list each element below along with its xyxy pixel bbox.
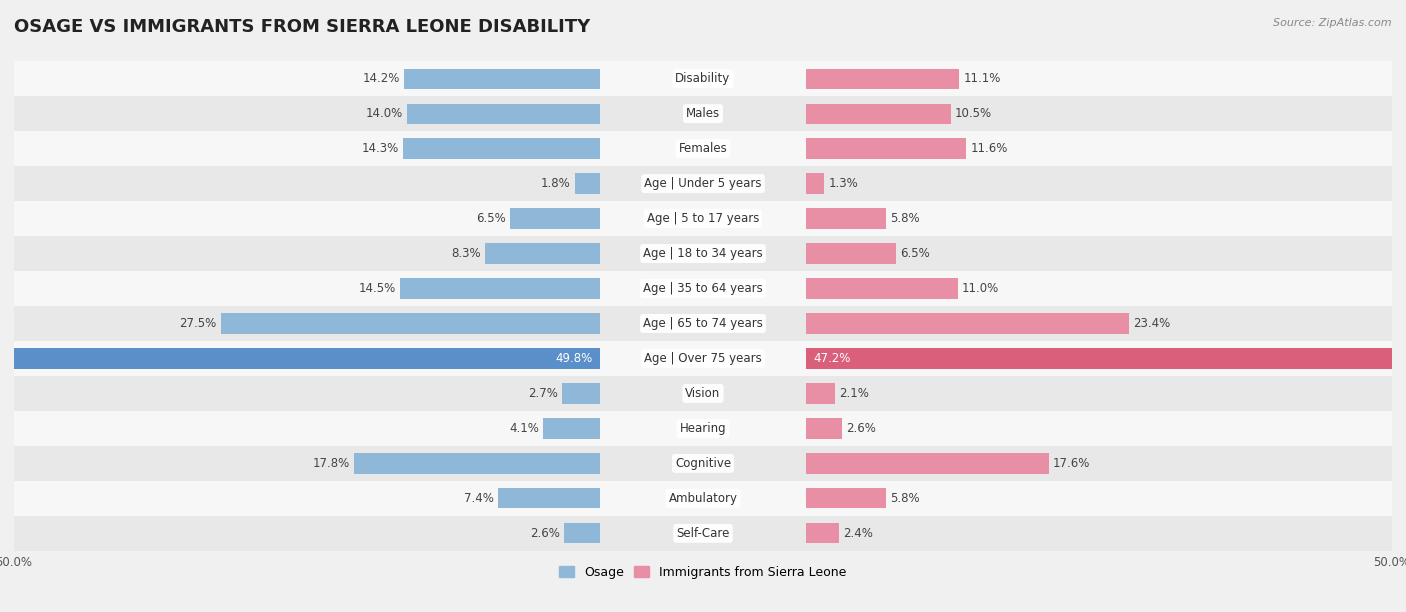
Text: Age | 5 to 17 years: Age | 5 to 17 years: [647, 212, 759, 225]
Text: 14.2%: 14.2%: [363, 72, 399, 85]
Bar: [807, 453, 1049, 474]
Bar: [14, 446, 1392, 481]
Bar: [807, 138, 966, 159]
Bar: [562, 383, 599, 403]
Bar: [14, 306, 1392, 341]
Text: 47.2%: 47.2%: [813, 352, 851, 365]
Bar: [575, 173, 599, 194]
Legend: Osage, Immigrants from Sierra Leone: Osage, Immigrants from Sierra Leone: [554, 561, 852, 584]
Bar: [510, 209, 599, 229]
Text: 6.5%: 6.5%: [477, 212, 506, 225]
Bar: [14, 166, 1392, 201]
Bar: [14, 96, 1392, 131]
Text: Females: Females: [679, 142, 727, 155]
Text: Age | 35 to 64 years: Age | 35 to 64 years: [643, 282, 763, 295]
Bar: [807, 418, 842, 439]
Bar: [807, 313, 1129, 334]
Bar: [807, 173, 824, 194]
Bar: [807, 103, 950, 124]
Text: 5.8%: 5.8%: [890, 492, 920, 505]
Text: 2.6%: 2.6%: [846, 422, 876, 435]
Bar: [404, 69, 599, 89]
Text: 2.6%: 2.6%: [530, 527, 560, 540]
Text: Age | 18 to 34 years: Age | 18 to 34 years: [643, 247, 763, 260]
Bar: [402, 138, 599, 159]
Bar: [14, 131, 1392, 166]
Bar: [14, 201, 1392, 236]
Text: Disability: Disability: [675, 72, 731, 85]
Text: 4.1%: 4.1%: [509, 422, 538, 435]
Bar: [564, 523, 599, 543]
Text: 11.6%: 11.6%: [970, 142, 1008, 155]
Bar: [807, 244, 896, 264]
Text: Cognitive: Cognitive: [675, 457, 731, 470]
Text: 11.0%: 11.0%: [962, 282, 1000, 295]
Bar: [14, 481, 1392, 516]
Bar: [807, 348, 1406, 368]
Bar: [399, 278, 599, 299]
Text: 1.8%: 1.8%: [541, 177, 571, 190]
Bar: [14, 411, 1392, 446]
Text: Age | Under 5 years: Age | Under 5 years: [644, 177, 762, 190]
Text: 14.3%: 14.3%: [361, 142, 398, 155]
Text: 17.8%: 17.8%: [314, 457, 350, 470]
Text: Self-Care: Self-Care: [676, 527, 730, 540]
Bar: [14, 341, 1392, 376]
Text: Age | 65 to 74 years: Age | 65 to 74 years: [643, 317, 763, 330]
Bar: [0, 348, 599, 368]
Bar: [807, 523, 839, 543]
Bar: [406, 103, 599, 124]
Text: Males: Males: [686, 107, 720, 120]
Text: 11.1%: 11.1%: [963, 72, 1001, 85]
Text: Age | Over 75 years: Age | Over 75 years: [644, 352, 762, 365]
Text: 14.5%: 14.5%: [359, 282, 395, 295]
Text: 2.4%: 2.4%: [844, 527, 873, 540]
Bar: [498, 488, 599, 509]
Text: Hearing: Hearing: [679, 422, 727, 435]
Text: Source: ZipAtlas.com: Source: ZipAtlas.com: [1274, 18, 1392, 28]
Bar: [221, 313, 599, 334]
Bar: [354, 453, 599, 474]
Text: 17.6%: 17.6%: [1053, 457, 1091, 470]
Bar: [14, 271, 1392, 306]
Text: 14.0%: 14.0%: [366, 107, 402, 120]
Text: 8.3%: 8.3%: [451, 247, 481, 260]
Bar: [485, 244, 599, 264]
Text: Ambulatory: Ambulatory: [668, 492, 738, 505]
Bar: [14, 516, 1392, 551]
Text: 23.4%: 23.4%: [1133, 317, 1170, 330]
Bar: [807, 278, 957, 299]
Text: 2.7%: 2.7%: [529, 387, 558, 400]
Bar: [14, 236, 1392, 271]
Text: 6.5%: 6.5%: [900, 247, 929, 260]
Bar: [14, 61, 1392, 96]
Text: 2.1%: 2.1%: [839, 387, 869, 400]
Text: 10.5%: 10.5%: [955, 107, 993, 120]
Text: 5.8%: 5.8%: [890, 212, 920, 225]
Text: 7.4%: 7.4%: [464, 492, 494, 505]
Bar: [14, 376, 1392, 411]
Text: 49.8%: 49.8%: [555, 352, 593, 365]
Bar: [807, 69, 959, 89]
Text: OSAGE VS IMMIGRANTS FROM SIERRA LEONE DISABILITY: OSAGE VS IMMIGRANTS FROM SIERRA LEONE DI…: [14, 18, 591, 36]
Bar: [807, 383, 835, 403]
Text: Vision: Vision: [685, 387, 721, 400]
Bar: [807, 488, 886, 509]
Text: 1.3%: 1.3%: [828, 177, 858, 190]
Bar: [807, 209, 886, 229]
Bar: [543, 418, 599, 439]
Text: 27.5%: 27.5%: [180, 317, 217, 330]
